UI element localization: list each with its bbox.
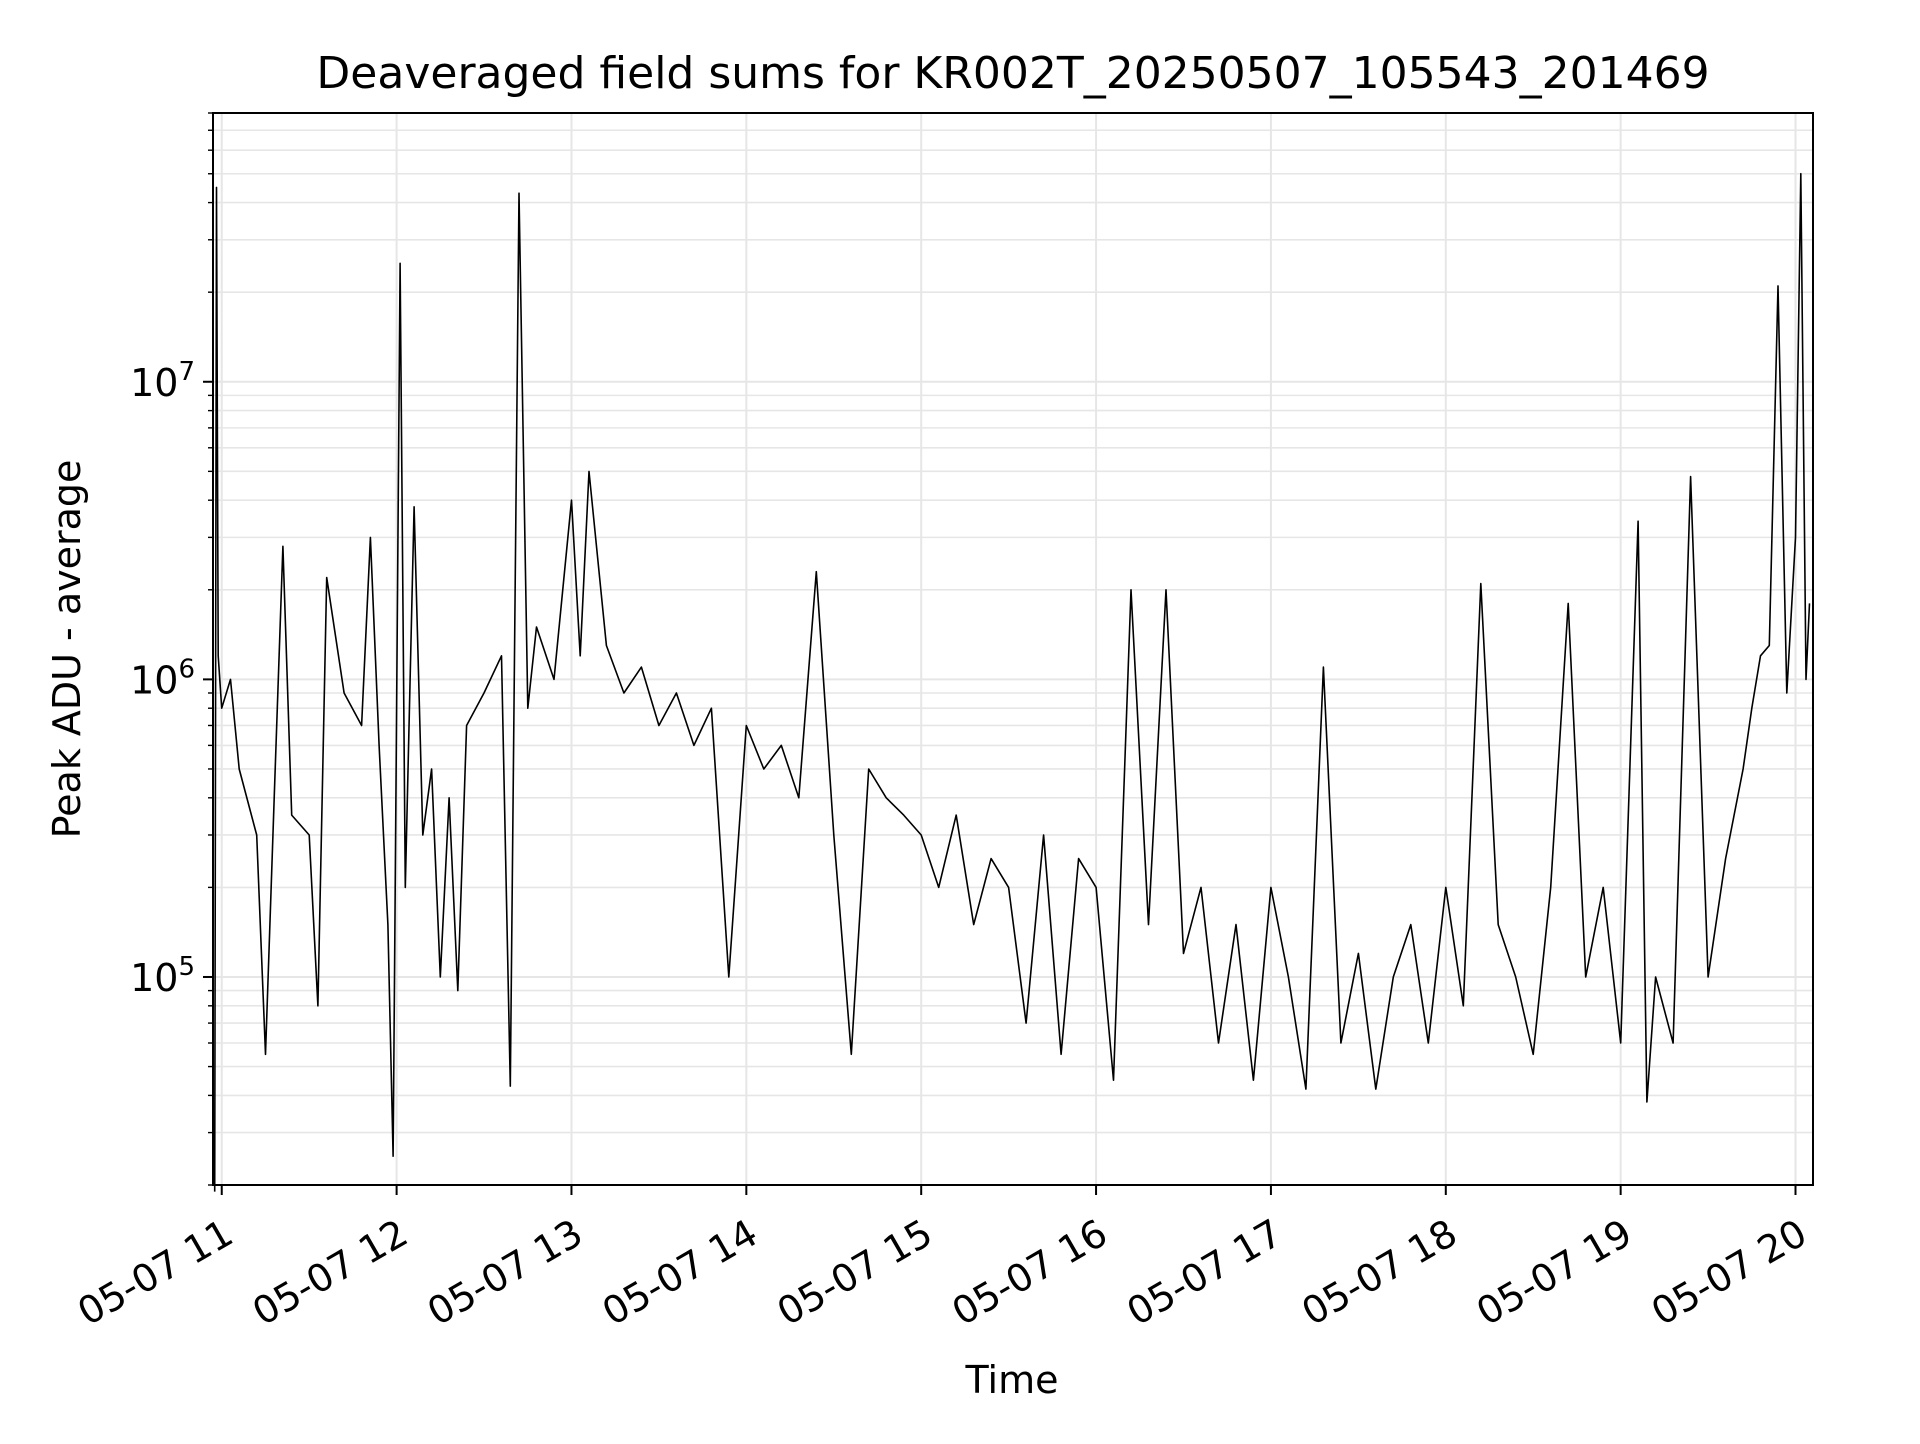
y-axis-ticks: 105 106 107 (130, 112, 213, 1186)
grid (213, 112, 1813, 1186)
y-tick-label: 106 (130, 654, 195, 702)
y-tick-label: 107 (130, 357, 195, 405)
plot-frame (212, 112, 1814, 1186)
series-group (213, 172, 1811, 1192)
series-line (213, 172, 1811, 1192)
y-axis-label: Peak ADU - average (45, 460, 89, 839)
chart-title: Deaveraged field sums for KR002T_2025050… (316, 48, 1709, 99)
y-tick-label: 105 (130, 952, 195, 1000)
x-axis-label: Time (965, 1358, 1059, 1402)
